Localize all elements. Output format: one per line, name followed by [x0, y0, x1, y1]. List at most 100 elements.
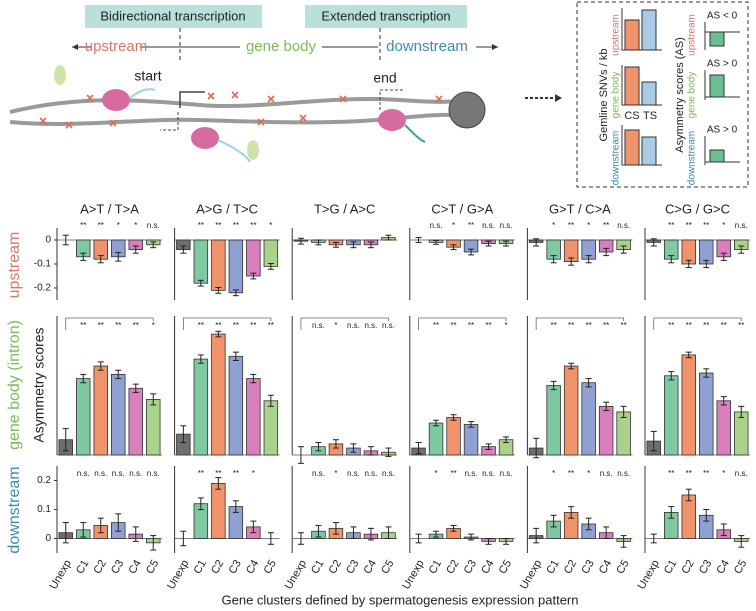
x-tick-label: Unexp	[283, 558, 309, 592]
significance: **	[215, 321, 221, 330]
bar	[546, 385, 561, 456]
x-tick-label: C1	[309, 558, 326, 576]
x-tick-label: Unexp	[48, 558, 74, 592]
polymerase	[102, 89, 130, 111]
y-tick-label: 0.1	[37, 504, 51, 515]
row-label: upstream	[6, 232, 23, 299]
significance: **	[703, 221, 709, 230]
x-tick-label: C3	[109, 558, 126, 576]
bar	[681, 494, 696, 539]
y-axis-label: Asymmetry scores	[31, 327, 47, 442]
x-tick-label: C3	[227, 558, 244, 576]
tss-arrow	[179, 91, 205, 108]
significance: n.s.	[735, 221, 748, 230]
comparison-bracket	[535, 317, 625, 330]
significance: **	[668, 221, 674, 230]
inset: Gemline SNVs / kb upstream gene body dow…	[576, 1, 749, 188]
significance: **	[468, 321, 474, 330]
significance: n.s.	[312, 321, 325, 330]
significance: **	[198, 321, 204, 330]
significance: n.s.	[600, 469, 613, 478]
x-tick-label: C3	[462, 558, 479, 576]
snv-marks	[39, 91, 443, 129]
box	[305, 5, 467, 28]
bar	[211, 482, 226, 539]
significance: **	[603, 321, 609, 330]
bar	[598, 405, 614, 456]
comparison-bracket	[653, 317, 742, 330]
bar	[581, 382, 596, 456]
significance: n.s.	[382, 469, 395, 478]
significance: **	[621, 321, 627, 330]
bar	[463, 424, 479, 456]
x-tick-label: C4	[597, 558, 614, 576]
x-tick-label: C4	[126, 558, 143, 576]
rna-bubble	[54, 65, 66, 85]
inset-axis: Asymmetry scores (AS)	[674, 37, 686, 153]
x-tick-label: C1	[544, 558, 561, 576]
bar	[263, 239, 279, 267]
x-tick-label: C2	[679, 558, 696, 576]
as-bars	[704, 22, 740, 165]
as-label: AS < 0	[707, 11, 738, 22]
region-label: upstream	[85, 38, 148, 55]
significance: n.s.	[347, 469, 360, 478]
x-tick-label: C2	[209, 558, 226, 576]
x-tick-label: C5	[732, 558, 749, 576]
panel-title: G>T / C>A	[549, 201, 611, 216]
significance: **	[568, 221, 574, 230]
significance: n.s.	[364, 469, 377, 478]
bar	[428, 422, 444, 456]
bar	[193, 358, 209, 456]
inset-region: gene body	[687, 72, 698, 119]
significance: *	[434, 469, 437, 478]
x-tick-label: Unexp	[165, 558, 191, 592]
x-tick-label: C4	[362, 558, 379, 576]
significance: n.s.	[347, 321, 360, 330]
nucleosome	[448, 91, 486, 129]
significance: **	[668, 469, 674, 478]
significance: **	[450, 469, 456, 478]
x-tick-label: C4	[714, 558, 731, 576]
x-tick-label: C2	[562, 558, 579, 576]
x-tick-label: C1	[427, 558, 444, 576]
significance: *	[334, 321, 337, 330]
bar	[246, 239, 261, 277]
y-tick-label: -0.1	[34, 259, 52, 270]
significance: *	[587, 469, 590, 478]
significance: n.s.	[112, 469, 125, 478]
significance: **	[198, 221, 204, 230]
polymerase	[191, 127, 219, 149]
x-tick-label: Unexp	[636, 558, 662, 592]
x-tick-label: C4	[479, 558, 496, 576]
bar	[228, 239, 244, 294]
significance: **	[233, 321, 239, 330]
significance: **	[80, 221, 86, 230]
x-tick-label: C3	[344, 558, 361, 576]
x-tick-label: C2	[327, 558, 344, 576]
bar	[111, 373, 126, 456]
significance: n.s.	[94, 469, 107, 478]
rna	[217, 139, 251, 163]
bar	[146, 398, 161, 456]
x-tick-label: C1	[192, 558, 209, 576]
significance: **	[268, 321, 274, 330]
bar	[93, 365, 108, 456]
x-tick-label: C1	[662, 558, 679, 576]
y-tick-label: 0.2	[37, 475, 51, 486]
region-label: downstream	[386, 38, 468, 55]
x-tick-label: C5	[144, 558, 161, 576]
x-tick-label: Unexp	[400, 558, 426, 592]
row-label: downstream	[6, 466, 23, 553]
significance: n.s.	[364, 321, 377, 330]
inset-region: upstream	[611, 14, 622, 56]
x-tick-label: C5	[614, 558, 631, 576]
significance: n.s.	[77, 469, 90, 478]
significance: n.s.	[382, 321, 395, 330]
significance: n.s.	[500, 469, 513, 478]
as-label: AS > 0	[707, 125, 738, 136]
significance: *	[134, 221, 137, 230]
bar	[128, 387, 143, 456]
bar	[446, 417, 461, 456]
significance: n.s.	[482, 221, 495, 230]
